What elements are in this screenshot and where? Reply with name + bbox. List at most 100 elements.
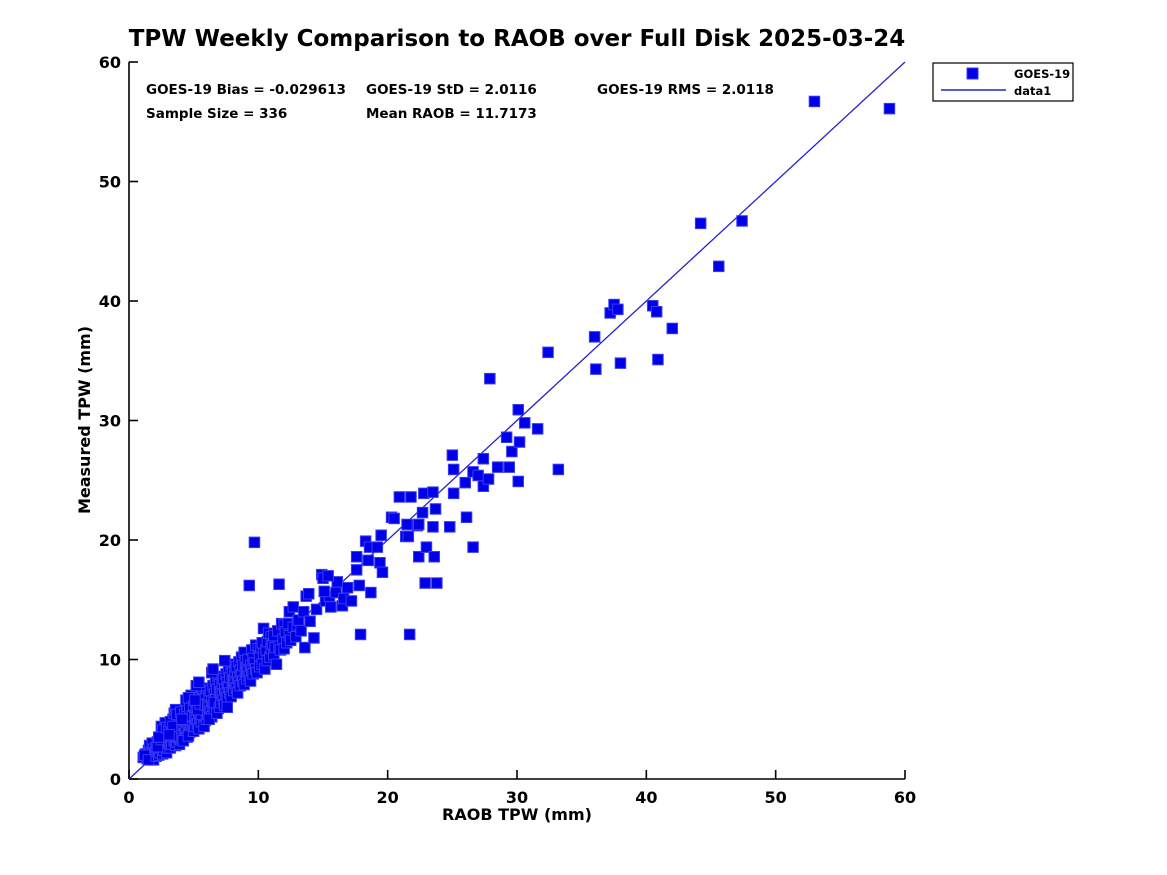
data-point-marker (388, 512, 400, 525)
data-point-marker (503, 461, 515, 473)
data-point-marker (428, 551, 440, 563)
data-point-marker (322, 570, 334, 582)
data-point-marker (512, 475, 524, 488)
data-point-marker (374, 557, 386, 569)
data-point-marker (460, 511, 473, 523)
data-point-marker (588, 331, 601, 343)
data-point-marker (491, 461, 504, 473)
data-point-marker (413, 551, 425, 563)
chart-title: TPW Weekly Comparison to RAOB over Full … (129, 26, 906, 52)
data-point-marker (612, 303, 624, 316)
stat-mean-raob: Mean RAOB = 11.7173 (366, 106, 537, 122)
stats-annotations: GOES-19 Bias = -0.029613 GOES-19 StD = 2… (146, 82, 774, 122)
legend-box (932, 62, 1074, 102)
scatter-points (137, 95, 896, 766)
data-point-marker (219, 654, 231, 667)
data-point-marker (273, 578, 285, 590)
y-axis-ticks: 0 10 20 30 40 50 60 (99, 53, 138, 789)
data-point-marker (153, 731, 165, 743)
data-point-marker (446, 449, 459, 461)
data-point-marker (318, 585, 330, 598)
data-point-marker (345, 595, 358, 607)
data-point-marker (420, 541, 433, 553)
data-point-marker (287, 601, 299, 613)
data-point-marker (552, 463, 565, 476)
legend-label-goes19: GOES-19 (1014, 67, 1070, 81)
data-point-marker (189, 694, 201, 706)
y-tick-label: 50 (99, 173, 121, 192)
data-point-marker (304, 615, 316, 627)
x-tick-label: 60 (894, 788, 916, 807)
data-point-marker (650, 306, 663, 318)
y-tick-label: 10 (99, 651, 121, 670)
y-tick-label: 30 (99, 412, 121, 431)
data-point-marker (542, 346, 554, 359)
data-point-marker (482, 473, 495, 485)
x-tick-label: 20 (377, 788, 399, 807)
data-point-marker (736, 215, 748, 227)
data-point-marker (666, 322, 678, 335)
data-point-marker (484, 372, 496, 385)
x-axis-ticks: 0 10 20 30 40 50 60 (123, 770, 916, 807)
x-tick-label: 10 (247, 788, 269, 807)
data-point-marker (403, 628, 416, 641)
data-point-marker (413, 518, 425, 531)
y-tick-label: 60 (99, 53, 121, 72)
data-point-marker (365, 586, 377, 599)
data-point-marker (207, 663, 219, 675)
data-point-marker (163, 729, 175, 741)
data-point-marker (371, 541, 384, 553)
data-point-marker (652, 353, 664, 366)
data-point-marker (447, 487, 460, 500)
x-tick-label: 40 (635, 788, 657, 807)
data-point-marker (531, 423, 544, 435)
data-point-marker (375, 529, 387, 541)
data-point-marker (176, 713, 188, 725)
axes: 0 10 20 30 40 50 60 0 10 20 30 40 50 60 (99, 53, 916, 807)
y-tick-label: 20 (99, 531, 121, 550)
stat-sample-size: Sample Size = 336 (146, 106, 287, 122)
data-point-marker (243, 579, 255, 592)
data-point-marker (401, 518, 413, 531)
data-point-marker (500, 431, 513, 443)
data-point-marker (519, 417, 531, 429)
data-point-marker (299, 641, 311, 654)
data-point-marker (193, 676, 205, 688)
legend-label-data1: data1 (1014, 84, 1051, 98)
data-point-marker (694, 217, 707, 230)
data-point-marker (883, 102, 896, 115)
data-point-marker (341, 582, 354, 594)
data-point-marker (513, 436, 526, 448)
data-point-marker (713, 260, 725, 273)
data-point-marker (808, 95, 821, 108)
data-point-marker (353, 579, 365, 592)
data-point-marker (221, 701, 233, 713)
y-axis-label: Measured TPW (mm) (75, 326, 94, 514)
x-tick-label: 50 (765, 788, 787, 807)
data-point-marker (325, 601, 337, 613)
legend-marker-square-icon (966, 67, 979, 80)
data-point-marker (429, 503, 442, 515)
data-point-marker (427, 521, 439, 533)
data-point-marker (362, 554, 374, 567)
data-point-marker (447, 463, 460, 476)
stat-rms: GOES-19 RMS = 2.0118 (597, 82, 774, 98)
data-point-marker (248, 536, 261, 549)
data-point-marker (270, 658, 283, 670)
data-point-marker (506, 445, 518, 458)
data-point-marker (477, 453, 490, 465)
y-tick-label: 0 (110, 770, 121, 789)
data-point-marker (427, 486, 439, 498)
data-point-marker (295, 625, 307, 637)
data-point-marker (350, 564, 363, 576)
data-point-marker (614, 357, 627, 369)
data-point-marker (303, 588, 315, 600)
data-point-marker (310, 603, 323, 616)
data-point-marker (402, 530, 415, 543)
data-point-marker (419, 577, 431, 589)
legend[interactable]: GOES-19 data1 (932, 62, 1074, 102)
data-point-marker (459, 476, 471, 489)
data-point-marker (512, 404, 524, 416)
